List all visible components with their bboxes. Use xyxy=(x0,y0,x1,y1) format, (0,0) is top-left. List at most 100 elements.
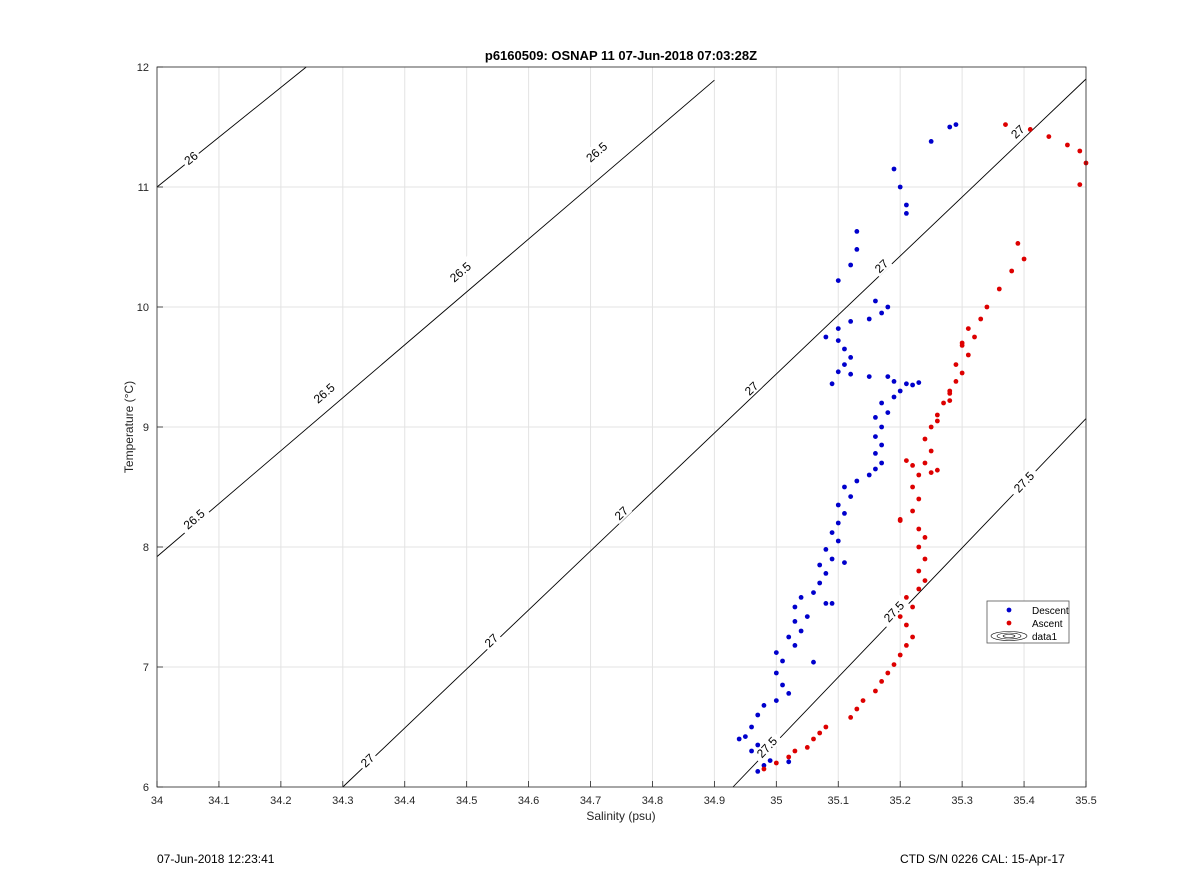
ascent-point xyxy=(903,595,909,600)
density-contour-line xyxy=(156,66,307,188)
density-contour-label-bg xyxy=(179,146,202,169)
descent-point xyxy=(798,628,804,634)
ascent-point xyxy=(916,544,922,550)
descent-point xyxy=(823,571,829,576)
density-contour-label: 27 xyxy=(358,751,378,771)
descent-point xyxy=(835,326,841,331)
density-contour-label-group: 26.5 xyxy=(176,502,211,535)
ascent-point xyxy=(910,604,915,610)
descent-point xyxy=(848,262,854,268)
ascent-point xyxy=(916,586,922,592)
descent-point xyxy=(842,362,847,367)
descent-point xyxy=(773,650,779,655)
ascent-point xyxy=(910,463,915,468)
ascent-point xyxy=(823,724,829,730)
x-axis-ticks: 34 34.1 34.2 34.3 34.4 34.5 34.6 34.7 34.8 34.9 35… xyxy=(151,781,1097,807)
legend-box xyxy=(986,600,1070,644)
y-tick-label: 6 xyxy=(143,782,149,794)
x-tick-label: 35.5 xyxy=(1075,795,1096,807)
ascent-point xyxy=(854,706,860,712)
ascent-point xyxy=(903,622,909,628)
density-contour-label-group: 27 xyxy=(479,628,503,652)
descent-point xyxy=(780,658,785,664)
chart-title: p6160509: OSNAP 11 07-Jun-2018 07:03:28Z xyxy=(485,48,757,63)
descent-point xyxy=(873,298,878,304)
density-contour-label-group: 27 xyxy=(609,501,633,524)
footer-timestamp: 07-Jun-2018 12:23:41 xyxy=(157,852,275,866)
density-contour-line xyxy=(342,78,1087,788)
descent-point xyxy=(761,703,767,708)
y-tick-label: 11 xyxy=(138,182,149,194)
descent-point xyxy=(897,184,903,190)
ascent-point xyxy=(984,304,990,310)
ascent-point xyxy=(1077,182,1083,188)
descent-point xyxy=(804,614,810,619)
x-tick-label: 34.8 xyxy=(642,795,663,807)
grid-lines xyxy=(156,66,1087,788)
x-tick-label: 35.3 xyxy=(951,795,972,807)
ascent-point xyxy=(959,340,965,346)
x-tick-label: 34.1 xyxy=(208,795,229,807)
density-contour-line xyxy=(156,79,715,557)
ascent-point xyxy=(848,715,854,720)
descent-point xyxy=(798,595,804,600)
ascent-point xyxy=(965,326,971,331)
ascent-point xyxy=(897,517,903,522)
ascent-point xyxy=(934,412,940,418)
legend-ascent-label: Ascent xyxy=(1032,619,1063,630)
descent-point xyxy=(780,682,785,688)
descent-point xyxy=(854,247,860,252)
descent-point xyxy=(842,511,847,516)
ascent-point xyxy=(934,467,940,473)
descent-point xyxy=(842,560,847,565)
descent-point xyxy=(817,562,823,568)
ascent-point xyxy=(910,484,915,490)
descent-point xyxy=(817,580,823,586)
density-contour-label-group: 27 xyxy=(739,376,763,400)
descent-point xyxy=(873,466,878,472)
legend-ascent-marker xyxy=(1006,620,1012,626)
ascent-point xyxy=(891,662,897,667)
descent-point xyxy=(755,742,761,748)
density-contour-label: 27 xyxy=(1008,122,1028,142)
descent-point xyxy=(786,634,792,640)
ascent-point xyxy=(1046,134,1052,140)
density-contour-label-bg xyxy=(306,376,341,409)
x-tick-label: 34.9 xyxy=(704,795,725,807)
ascent-point xyxy=(860,698,866,703)
ascent-point xyxy=(903,643,909,648)
descent-point xyxy=(879,400,885,406)
descent-point xyxy=(773,698,779,703)
density-contour-label-bg xyxy=(609,501,633,524)
x-axis-label: Salinity (psu) xyxy=(586,809,655,823)
descent-point xyxy=(742,734,748,739)
descent-point xyxy=(891,166,897,172)
density-contour-label-bg xyxy=(443,255,477,288)
descent-point xyxy=(842,484,847,490)
ascent-point xyxy=(922,578,928,583)
descent-point xyxy=(829,556,835,562)
descent-point xyxy=(866,374,872,379)
descent-point xyxy=(829,530,835,535)
ascent-point xyxy=(786,754,792,760)
descent-point xyxy=(736,736,742,742)
ascent-point xyxy=(972,334,977,340)
descent-point xyxy=(903,202,909,208)
ascent-point xyxy=(811,736,816,742)
descent-point xyxy=(823,547,829,552)
ascent-point xyxy=(953,362,959,367)
density-contour-label: 27 xyxy=(872,256,892,276)
density-contour-label: 27 xyxy=(612,504,632,524)
density-contour-label-group: 26.5 xyxy=(443,255,477,288)
ascent-point xyxy=(922,535,928,540)
ascent-point xyxy=(1027,126,1033,132)
ascent-point xyxy=(947,391,953,396)
density-contour-label-bg xyxy=(1007,465,1040,498)
descent-point xyxy=(823,601,829,606)
ascent-point xyxy=(897,652,903,658)
descent-point xyxy=(848,494,854,499)
ascent-point xyxy=(910,508,915,514)
descent-point xyxy=(848,319,854,324)
ascent-series xyxy=(761,122,1089,772)
